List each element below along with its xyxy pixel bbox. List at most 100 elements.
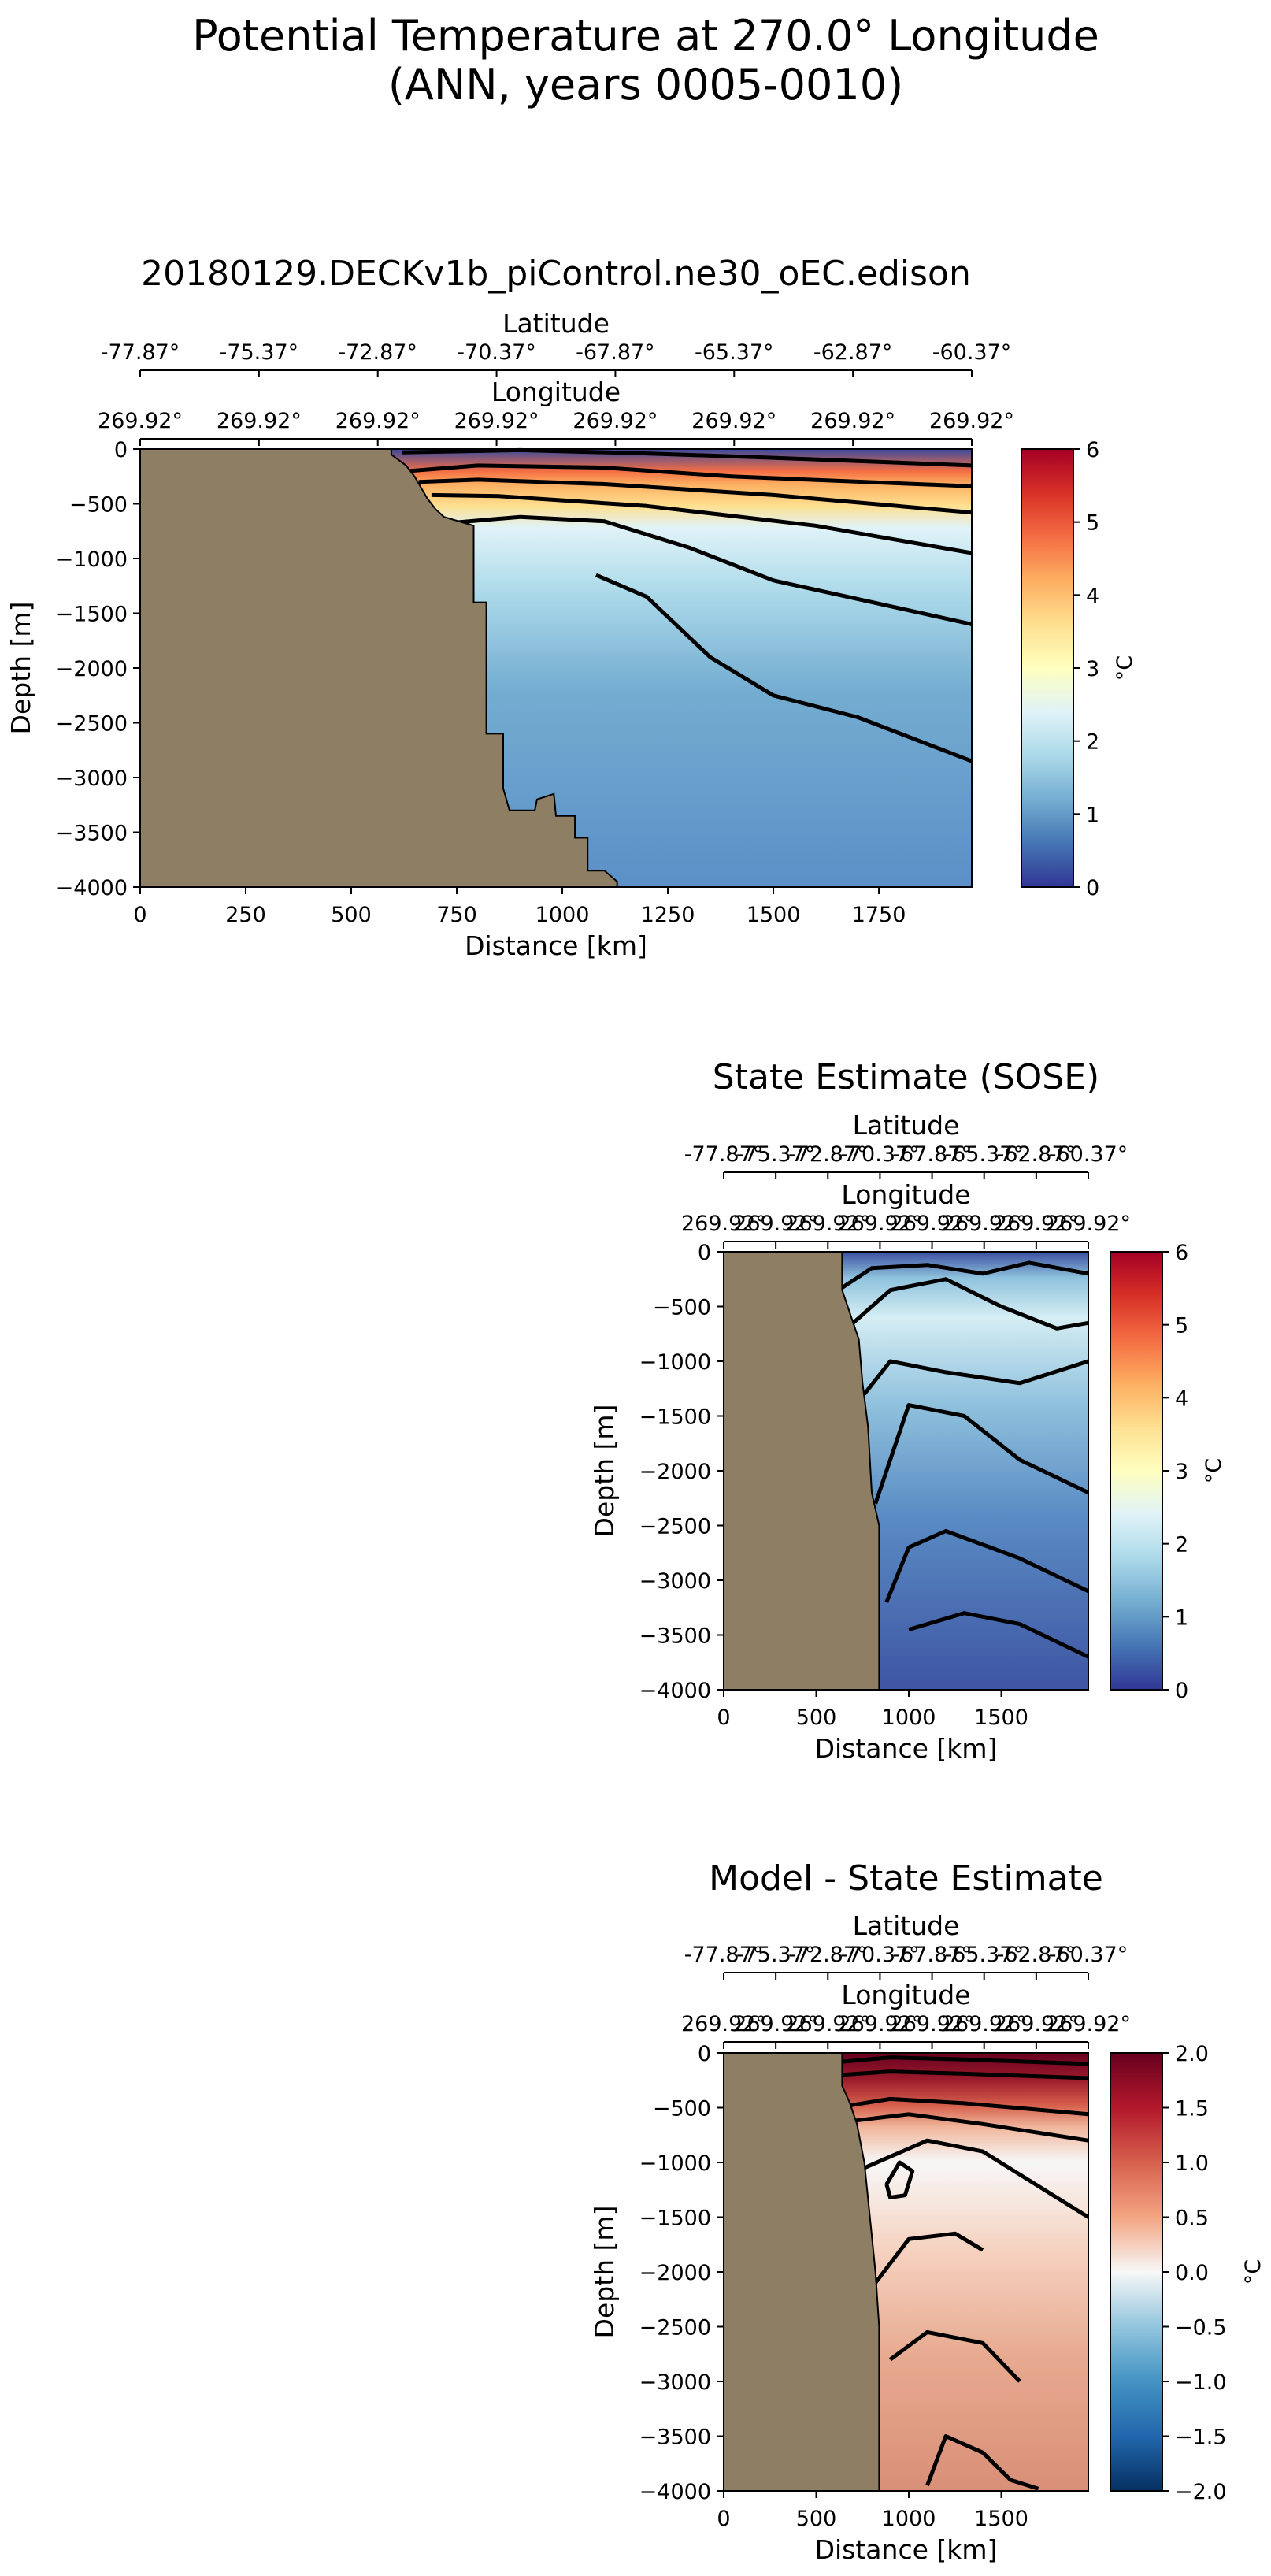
- latitude-tick-label: -75.37°: [736, 1142, 816, 1167]
- contour-line: [873, 2231, 984, 2285]
- colorbar-tick-label: 2: [1086, 730, 1099, 755]
- colorbar-tick-label: 0.5: [1175, 2207, 1209, 2231]
- latitude-tick-label: -65.37°: [944, 1142, 1024, 1167]
- latitude-tick-label: -60.37°: [1049, 1943, 1128, 1967]
- x-tick-label: 500: [331, 903, 372, 927]
- contour-line: [863, 2138, 1090, 2219]
- x-axis-label: Distance [km]: [815, 2534, 998, 2565]
- colorbar-tick-label: 2.0: [1175, 2042, 1209, 2066]
- model-panel: 20180129.DECKv1b_piControl.ne30_oEC.edis…: [6, 254, 1137, 961]
- longitude-tick-label: 269.92°: [217, 409, 302, 433]
- x-tick-label: 250: [225, 903, 266, 927]
- x-tick-label: 1750: [852, 903, 906, 927]
- colorbar-tick-label: 0.0: [1175, 2261, 1209, 2285]
- latitude-tick-label: -70.37°: [840, 1142, 920, 1167]
- x-tick-label: 1250: [641, 903, 695, 927]
- colorbar-tick-label: 0: [1175, 1679, 1188, 1703]
- colorbar-tick-label: −1.0: [1175, 2370, 1227, 2395]
- latitude-tick-label: -62.87°: [813, 340, 893, 365]
- latitude-tick-label: -75.37°: [736, 1943, 816, 1967]
- colorbar-tick-label: 1.0: [1175, 2151, 1209, 2176]
- longitude-tick-label: 269.92°: [681, 2012, 766, 2036]
- y-tick-label: −500: [653, 1296, 711, 1320]
- y-tick-label: −3000: [56, 766, 128, 791]
- x-tick-label: 0: [133, 903, 146, 927]
- contour-line: [889, 2329, 1021, 2383]
- longitude-tick-label: 269.92°: [681, 1212, 766, 1236]
- y-tick-label: 0: [698, 1241, 711, 1265]
- longitude-tick-label: 269.92°: [785, 1212, 870, 1236]
- latitude-tick-label: -62.87°: [997, 1142, 1076, 1167]
- y-axis-label: Depth [m]: [589, 1405, 620, 1538]
- longitude-axis-label: Longitude: [491, 377, 621, 407]
- colorbar-tick-label: −1.5: [1175, 2426, 1227, 2450]
- y-tick-label: −1000: [56, 547, 128, 572]
- y-tick-label: −2500: [56, 712, 128, 737]
- colorbar-tick-label: 3: [1086, 657, 1099, 681]
- contour-line: [849, 2096, 1089, 2117]
- contour-line: [842, 2069, 1089, 2080]
- longitude-tick-label: 269.92°: [837, 1212, 922, 1236]
- panel-title: Model - State Estimate: [709, 1858, 1103, 1899]
- longitude-tick-label: 269.92°: [98, 409, 183, 433]
- x-tick-label: 1500: [974, 2507, 1028, 2531]
- y-tick-label: −2500: [639, 2316, 711, 2340]
- longitude-tick-label: 269.92°: [785, 2012, 870, 2036]
- bathymetry-land: [723, 2052, 880, 2492]
- x-tick-label: 500: [796, 1706, 837, 1730]
- y-tick-label: −1000: [639, 1350, 711, 1375]
- latitude-tick-label: -67.87°: [576, 340, 655, 365]
- y-tick-label: −1500: [56, 603, 128, 627]
- colorbar-tick-label: 6: [1175, 1241, 1188, 1265]
- panel-title: 20180129.DECKv1b_piControl.ne30_oEC.edis…: [141, 254, 971, 294]
- x-tick-label: 1000: [882, 2507, 936, 2531]
- colorbar-label: °C: [1113, 655, 1137, 681]
- latitude-tick-label: -72.87°: [338, 340, 417, 365]
- latitude-tick-label: -60.37°: [932, 340, 1012, 365]
- latitude-tick-label: -72.87°: [788, 1943, 868, 1967]
- latitude-tick-label: -65.37°: [695, 340, 774, 365]
- latitude-tick-label: -65.37°: [944, 1943, 1024, 1967]
- figure-title-line-2: (ANN, years 0005-0010): [388, 60, 903, 109]
- contour-line: [443, 514, 973, 626]
- longitude-tick-label: 269.92°: [942, 1212, 1027, 1236]
- latitude-tick-label: -77.87°: [101, 340, 180, 365]
- longitude-tick-label: 269.92°: [1046, 2012, 1131, 2036]
- y-tick-label: 0: [114, 438, 128, 462]
- contour-line: [853, 2112, 1089, 2143]
- x-tick-label: 1500: [974, 1706, 1028, 1730]
- latitude-tick-label: -75.37°: [220, 340, 299, 365]
- colorbar-tick-label: −2.0: [1175, 2480, 1227, 2504]
- colorbar-tick-label: 1: [1175, 1605, 1188, 1630]
- longitude-tick-label: 269.92°: [733, 1212, 818, 1236]
- y-tick-label: −3000: [639, 1569, 711, 1594]
- latitude-tick-label: -70.37°: [457, 340, 536, 365]
- longitude-tick-label: 269.92°: [810, 409, 895, 433]
- colorbar: [1110, 2052, 1163, 2492]
- longitude-axis-label: Longitude: [841, 1179, 970, 1210]
- y-axis-label: Depth [m]: [6, 602, 36, 735]
- longitude-tick-label: 269.92°: [994, 1212, 1079, 1236]
- contour-line: [837, 1260, 1089, 1292]
- latitude-tick-label: -77.87°: [684, 1142, 764, 1167]
- contour-line: [884, 2160, 915, 2199]
- contour-line: [862, 1359, 1089, 1396]
- latitude-axis-label: Latitude: [853, 1110, 960, 1141]
- y-tick-label: −4000: [639, 2480, 711, 2504]
- longitude-axis-label: Longitude: [841, 1980, 970, 2010]
- x-tick-label: 1500: [747, 903, 801, 927]
- colorbar-tick-label: 2: [1175, 1533, 1188, 1557]
- bathymetry-land: [139, 448, 618, 888]
- longitude-tick-label: 269.92°: [733, 2012, 818, 2036]
- contour-line: [402, 447, 973, 468]
- y-tick-label: 0: [698, 2042, 711, 2066]
- colorbar-tick-label: 5: [1086, 511, 1099, 536]
- y-tick-label: −3500: [56, 822, 128, 846]
- contour-line: [418, 477, 973, 515]
- figure-title-line-1: Potential Temperature at 270.0° Longitud…: [192, 11, 1099, 61]
- latitude-tick-label: -67.87°: [892, 1943, 972, 1967]
- y-tick-label: −2500: [639, 1515, 711, 1539]
- y-tick-label: −3500: [639, 2426, 711, 2450]
- latitude-tick-label: -67.87°: [892, 1142, 972, 1167]
